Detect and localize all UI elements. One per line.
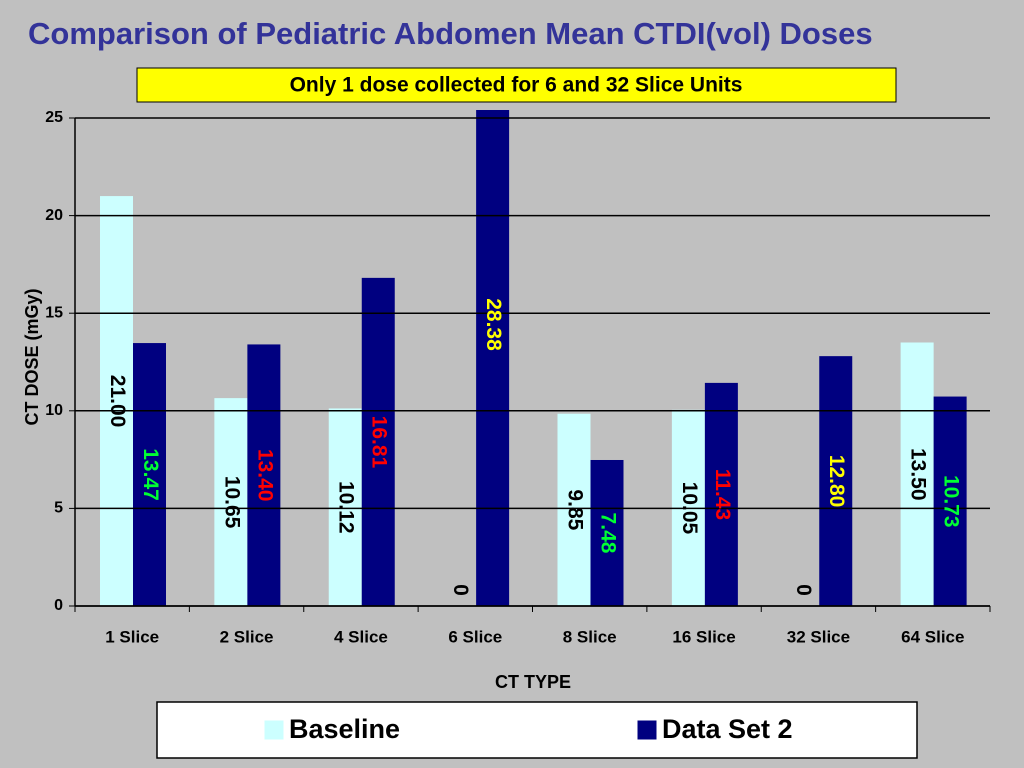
bar	[361, 277, 395, 606]
y-tick-label: 25	[45, 109, 63, 126]
data-label: 9.85	[563, 489, 586, 530]
x-tick-label: 4 Slice	[334, 627, 388, 646]
bar	[247, 344, 281, 606]
bar	[557, 413, 591, 606]
legend-label: Baseline	[289, 714, 400, 744]
data-label: 13.50	[907, 448, 930, 501]
bar	[133, 343, 166, 606]
data-label: 0	[449, 584, 472, 596]
bar	[214, 398, 248, 606]
y-tick-label: 20	[45, 207, 63, 224]
y-axis-label: CT DOSE (mGy)	[22, 288, 42, 425]
legend-label: Data Set 2	[662, 714, 793, 744]
subtitle-box	[136, 67, 897, 103]
y-tick-label: 5	[54, 500, 63, 517]
bar	[900, 342, 934, 606]
x-tick-label: 64 Slice	[901, 627, 964, 646]
y-tick-label: 0	[54, 597, 63, 614]
legend-swatch	[264, 720, 284, 740]
data-label: 16.81	[368, 416, 391, 469]
legend-box	[156, 701, 918, 759]
x-axis-label: CT TYPE	[495, 672, 571, 692]
data-label: 21.00	[106, 375, 129, 428]
x-tick-label: 8 Slice	[563, 627, 617, 646]
data-label: 10.05	[678, 482, 701, 535]
data-label: 13.40	[253, 449, 276, 502]
legend-swatch	[637, 720, 657, 740]
data-label: 10.12	[335, 481, 358, 534]
data-label: 28.38	[482, 298, 505, 351]
data-label: 13.47	[139, 448, 162, 501]
data-label: 10.73	[940, 475, 963, 528]
y-tick-label: 10	[45, 402, 63, 419]
bar	[819, 356, 853, 606]
y-tick-label: 15	[45, 304, 63, 321]
x-tick-label: 32 Slice	[787, 627, 850, 646]
subtitle: Only 1 dose collected for 6 and 32 Slice…	[290, 74, 743, 97]
x-tick-label: 1 Slice	[105, 627, 159, 646]
data-label: 10.65	[220, 476, 243, 529]
bar	[100, 196, 133, 606]
x-tick-label: 6 Slice	[448, 627, 502, 646]
bar	[476, 110, 510, 606]
bar	[328, 408, 362, 606]
data-label: 12.80	[825, 455, 848, 508]
x-tick-label: 2 Slice	[220, 627, 274, 646]
chart-title: Comparison of Pediatric Abdomen Mean CTD…	[28, 16, 873, 51]
data-label: 0	[792, 584, 815, 596]
bar	[590, 459, 624, 606]
plot-area	[100, 110, 967, 606]
x-tick-label: 16 Slice	[672, 627, 735, 646]
data-label: 11.43	[711, 469, 734, 520]
data-label: 7.48	[596, 513, 619, 554]
bar	[933, 396, 967, 606]
bar	[704, 382, 738, 606]
